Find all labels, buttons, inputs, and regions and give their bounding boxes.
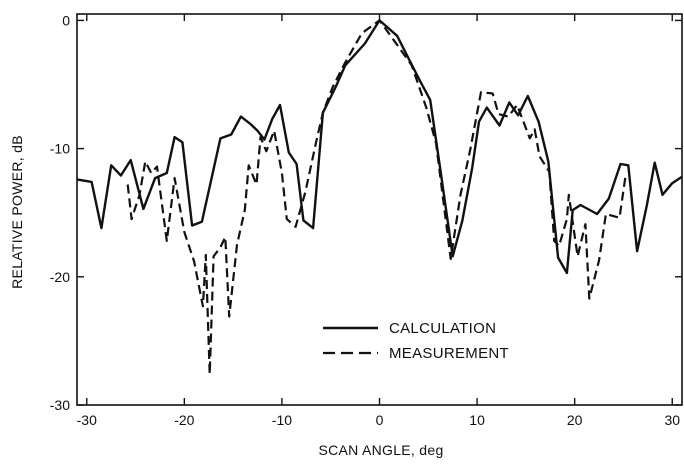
y-tick-label: -10 [50, 141, 70, 157]
x-axis-title: SCAN ANGLE, deg [318, 442, 443, 458]
y-axis-title: RELATIVE POWER, dB [9, 135, 25, 289]
legend-label-measurement: MEASUREMENT [389, 345, 509, 362]
x-tick-label: 30 [664, 412, 680, 428]
legend: CALCULATION MEASUREMENT [323, 320, 509, 362]
x-tick-label: -10 [272, 412, 292, 428]
y-tick-label: -20 [50, 269, 70, 285]
x-tick-label: 0 [376, 412, 384, 428]
y-tick-label: 0 [62, 12, 70, 28]
series-line-calculation [76, 19, 683, 275]
x-tick-label: -30 [77, 412, 97, 428]
series-line-measurement [126, 19, 627, 376]
legend-label-calculation: CALCULATION [389, 320, 496, 337]
x-tick-label: 10 [469, 412, 485, 428]
x-tick-label: -20 [174, 412, 194, 428]
y-tick-label: -30 [50, 397, 70, 413]
x-tick-label: 20 [567, 412, 583, 428]
